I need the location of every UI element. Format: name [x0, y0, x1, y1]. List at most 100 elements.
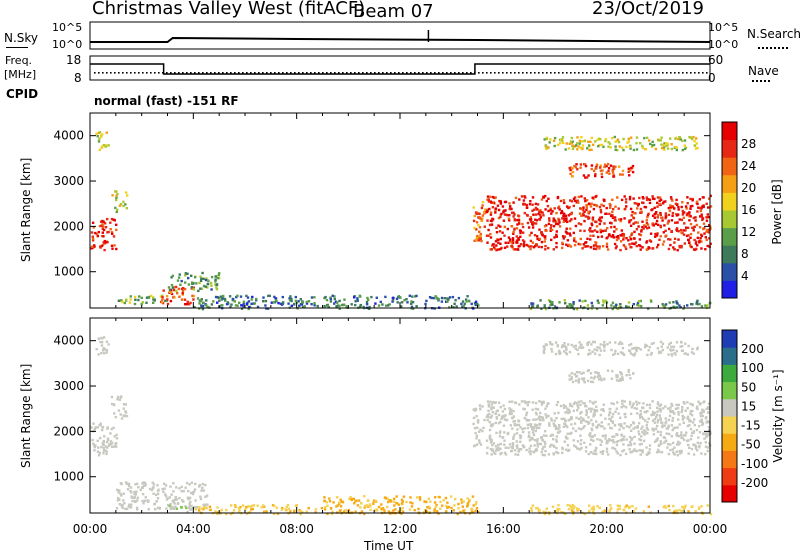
- echo-cell: [606, 369, 610, 372]
- echo-cell: [491, 400, 495, 404]
- nave-dot: [94, 72, 96, 74]
- echo-cell: [531, 241, 534, 244]
- echo-cell: [597, 378, 601, 381]
- echo-cell: [183, 298, 187, 301]
- echo-cell: [676, 407, 680, 410]
- echo-cell: [677, 208, 680, 211]
- echo-cell: [565, 347, 568, 350]
- echo-cell: [188, 483, 191, 486]
- echo-cell: [488, 428, 492, 432]
- echo-cell: [627, 368, 630, 372]
- nave-dot: [218, 72, 220, 74]
- echo-cell: [583, 441, 586, 444]
- echo-cell: [593, 348, 596, 351]
- colorbar-segment: [722, 210, 737, 229]
- nave-dot: [98, 72, 100, 74]
- echo-cell: [490, 223, 494, 226]
- nave-dot: [694, 72, 696, 74]
- echo-cell: [614, 145, 617, 148]
- echo-cell: [590, 136, 593, 140]
- echo-cell: [629, 443, 632, 447]
- echo-cell: [435, 503, 438, 507]
- echo-cell: [229, 512, 233, 516]
- echo-cell: [180, 298, 184, 301]
- echo-cell: [457, 502, 460, 506]
- echo-cell: [628, 174, 631, 177]
- x-tick-label: 16:00: [486, 522, 521, 536]
- echo-cell: [180, 279, 183, 283]
- echo-cell: [666, 143, 669, 147]
- echo-cell: [642, 227, 645, 230]
- echo-cell: [604, 138, 608, 141]
- echo-cell: [657, 448, 660, 452]
- echo-cell: [494, 452, 497, 455]
- echo-cell: [362, 305, 365, 309]
- echo-cell: [589, 352, 592, 355]
- echo-cell: [181, 293, 184, 296]
- echo-cell: [642, 439, 646, 442]
- echo-cell: [639, 412, 643, 416]
- echo-cell: [497, 401, 501, 404]
- echo-cell: [375, 509, 379, 512]
- echo-cell: [165, 507, 168, 510]
- echo-cell: [633, 449, 637, 452]
- echo-cell: [619, 423, 623, 426]
- echo-cell: [561, 344, 564, 347]
- echo-cell: [168, 288, 172, 292]
- echo-cell: [372, 502, 375, 505]
- echo-cell: [685, 431, 688, 434]
- echo-cell: [545, 507, 548, 510]
- echo-cell: [528, 234, 532, 237]
- nave-dot: [642, 72, 644, 74]
- echo-cell: [592, 508, 596, 511]
- echo-cell: [178, 487, 181, 490]
- echo-cell: [581, 346, 585, 349]
- echo-cell: [156, 506, 160, 509]
- echo-cell: [699, 209, 703, 213]
- echo-cell: [635, 407, 639, 410]
- echo-cell: [596, 438, 599, 441]
- echo-cell: [547, 197, 550, 200]
- colorbar-segment: [722, 245, 737, 264]
- echo-cell: [170, 292, 174, 296]
- nave-dot: [682, 72, 684, 74]
- echo-cell: [202, 507, 205, 511]
- echo-cell: [582, 209, 585, 212]
- echo-cell: [591, 340, 595, 344]
- echo-cell: [525, 206, 529, 209]
- echo-cell: [125, 414, 129, 418]
- echo-cell: [707, 411, 710, 414]
- echo-cell: [572, 302, 575, 306]
- echo-cell: [583, 229, 586, 233]
- echo-cell: [125, 298, 128, 301]
- echo-cell: [600, 216, 603, 219]
- echo-cell: [360, 502, 363, 505]
- echo-cell: [155, 500, 158, 503]
- echo-cell: [675, 198, 678, 202]
- echo-cell: [247, 306, 251, 309]
- nave-dot: [574, 72, 576, 74]
- echo-cell: [617, 207, 620, 210]
- echo-cell: [641, 225, 644, 229]
- echo-cell: [333, 302, 336, 305]
- echo-cell: [528, 450, 531, 453]
- echo-cell: [685, 213, 689, 217]
- echo-cell: [343, 298, 346, 301]
- echo-cell: [171, 499, 174, 502]
- echo-cell: [475, 415, 478, 418]
- echo-cell: [681, 418, 685, 421]
- colorbar-tick-label: 200: [741, 342, 764, 356]
- echo-cell: [529, 216, 532, 219]
- echo-cell: [693, 144, 696, 147]
- echo-cell: [144, 496, 147, 499]
- echo-cell: [668, 414, 672, 418]
- echo-cell: [512, 415, 516, 418]
- echo-cell: [569, 199, 572, 202]
- echo-cell: [662, 231, 665, 234]
- echo-cell: [662, 144, 665, 147]
- echo-cell: [497, 241, 500, 244]
- echo-cell: [188, 502, 191, 505]
- echo-cell: [195, 282, 198, 285]
- echo-cell: [245, 506, 248, 509]
- echo-cell: [494, 401, 497, 404]
